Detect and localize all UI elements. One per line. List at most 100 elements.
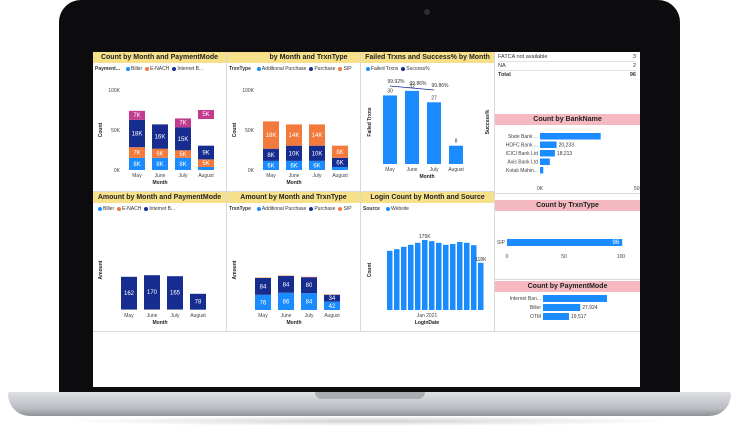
bar-segment[interactable] [198,159,214,167]
bar[interactable] [408,244,414,310]
bar-segment[interactable] [309,124,325,146]
bar[interactable] [427,102,441,164]
bar[interactable] [540,141,557,149]
bar-segment[interactable] [263,121,279,149]
bar-segment[interactable] [309,160,325,170]
bar[interactable] [478,262,484,310]
failed-trxns-success-visual[interactable]: Failed Trxns and Success% by Month Faile… [361,52,495,192]
bar-segment[interactable] [175,150,191,158]
bar-label: 8K [179,162,186,168]
legend-dot [338,66,343,71]
y-tick-label: 0K [114,168,121,174]
bar-label: 162 [124,291,135,297]
bar-segment[interactable] [332,157,348,167]
bar[interactable] [394,249,400,310]
bar-segment[interactable] [198,166,214,170]
bar[interactable] [450,244,456,310]
x-tick-label: May [258,313,268,319]
bar[interactable] [383,95,397,164]
bar-segment[interactable] [175,127,191,151]
visual-title: Count by Month and PaymentMode [93,52,226,63]
bar[interactable] [429,241,435,310]
bar[interactable] [415,242,421,310]
amount-by-month-paymentmode-visual[interactable]: Amount by Month and PaymentMode Biller E-… [93,192,227,332]
bar[interactable] [471,245,477,310]
bar-segment[interactable] [324,294,340,302]
bar-segment[interactable] [129,157,145,170]
count-by-paymentmode-visual[interactable]: Count by PaymentMode Internet Ban... Bill… [495,281,640,332]
bar[interactable] [422,240,428,310]
bar-segment[interactable] [278,292,294,310]
bar-segment[interactable] [324,301,340,310]
bar-segment[interactable] [129,147,145,158]
bar[interactable] [443,244,449,310]
bar-segment[interactable] [144,275,160,310]
webcam [424,9,430,15]
bar[interactable] [464,242,470,310]
legend-dot [256,206,261,211]
legend: Failed Trxns Success% [363,66,430,72]
bar-segment[interactable] [301,277,317,294]
bar[interactable] [540,150,555,157]
bar-label: 76 [260,300,267,306]
bar-segment[interactable] [332,145,348,158]
x-tick-label: July [171,313,180,319]
x-axis-title: LoginDate [415,320,440,326]
bar[interactable] [540,158,550,166]
bar[interactable] [543,313,570,320]
bar-segment[interactable] [263,160,279,170]
bar[interactable] [507,239,623,246]
bar[interactable] [540,167,544,174]
bar-segment[interactable] [152,157,168,170]
bar-segment[interactable] [175,118,191,128]
table-total-row: Total 96 [498,72,636,78]
bar-label: 42 [329,304,336,310]
count-by-month-paymentmode-visual[interactable]: Count by Month and PaymentMode Payment..… [93,52,227,192]
bar-segment[interactable] [263,148,279,161]
bar[interactable] [436,242,442,310]
count-by-bankname-visual[interactable]: Count by BankName State Bank ... HDFC Ban… [495,114,640,194]
bar-segment[interactable] [309,145,325,161]
count-by-month-trxntype-visual[interactable]: by Month and TrxnType ▿ ▣ TrxnTypeAdditi… [227,52,361,192]
bar-segment[interactable] [198,110,214,119]
bar-segment[interactable] [301,293,317,310]
bar-segment[interactable] [190,293,206,310]
bar-segment[interactable] [121,276,137,310]
bar-segment[interactable] [152,148,168,158]
bar[interactable] [405,90,419,164]
bar[interactable] [543,304,581,311]
bar-segment[interactable] [332,166,348,170]
bar-segment[interactable] [198,145,214,160]
bar-segment[interactable] [255,294,271,310]
x-tick-label: 50K [634,186,640,192]
bar-segment[interactable] [278,276,294,293]
bar-segment[interactable] [286,124,302,146]
legend-title: TrxnType [229,206,251,212]
x-tick-label: 50 [561,254,567,260]
x-tick-label: May [266,173,276,179]
login-count-visual[interactable]: Login Count by Month and Source Source We… [361,192,495,332]
x-axis-title: Month [153,320,168,326]
bar-segment[interactable] [152,124,168,149]
bar-segment[interactable] [175,157,191,170]
bar-label: 32 [409,84,415,90]
bar-segment[interactable] [129,119,145,148]
legend-entry: Internet B... [149,206,176,212]
y-tick-label: 0K [248,168,255,174]
bar[interactable] [449,145,463,164]
bar-segment[interactable] [255,278,271,295]
count-by-trxntype-visual[interactable]: Count by TrxnType SIP 96 0 50 100 [495,200,640,280]
bar-segment[interactable] [167,276,183,310]
bar-segment[interactable] [286,145,302,161]
bar-label: 118K [475,257,487,263]
bar-label: 15K [178,137,189,143]
bar[interactable] [543,295,607,302]
bar[interactable] [457,242,463,310]
bar[interactable] [540,133,601,140]
y-tick-label: 50K [111,128,121,134]
bar-segment[interactable] [286,160,302,170]
amount-by-month-trxntype-visual[interactable]: Amount by Month and TrxnType TrxnType Add… [227,192,361,332]
bar[interactable] [387,250,393,310]
bar-segment[interactable] [129,110,145,120]
bar[interactable] [401,246,407,310]
